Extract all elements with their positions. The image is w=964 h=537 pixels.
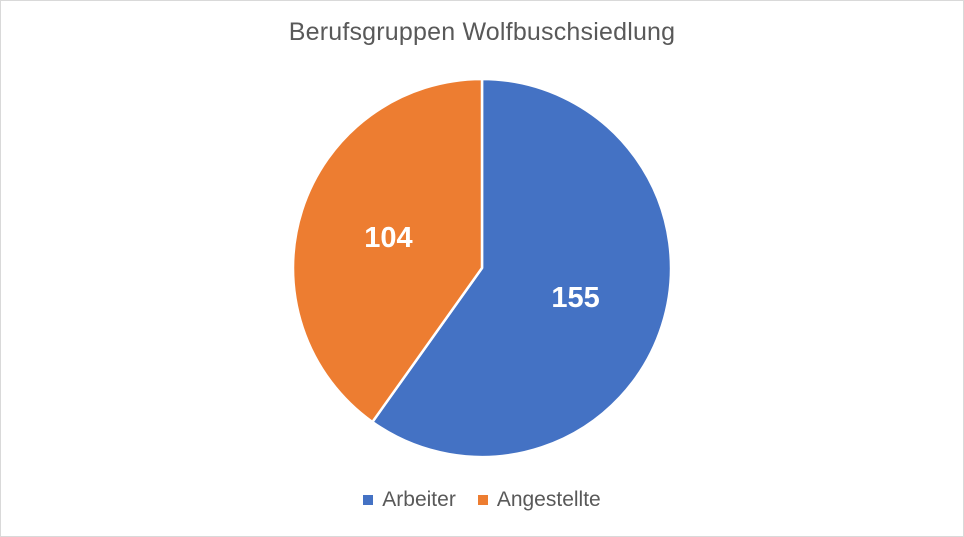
data-label-angestellte: 104 [364,222,412,254]
legend-label-angestellte: Angestellte [496,488,601,511]
legend-label-arbeiter: Arbeiter [382,488,456,511]
chart-title: Berufsgruppen Wolfbuschsiedlung [288,18,676,46]
data-label-arbeiter: 155 [551,282,599,314]
pie-data-labels: 155 104 [364,222,600,314]
legend-item-arbeiter[interactable]: Arbeiter [363,488,456,512]
legend-item-angestellte[interactable]: Angestellte [477,488,601,512]
pie-slice-angestellte[interactable] [291,77,484,424]
legend: Arbeiter Angestellte [0,488,964,512]
legend-swatch-arbeiter [363,495,374,505]
pie-slices [291,77,673,459]
pie-slice-arbeiter[interactable] [371,77,673,459]
legend-swatch-angestellte [477,495,488,505]
